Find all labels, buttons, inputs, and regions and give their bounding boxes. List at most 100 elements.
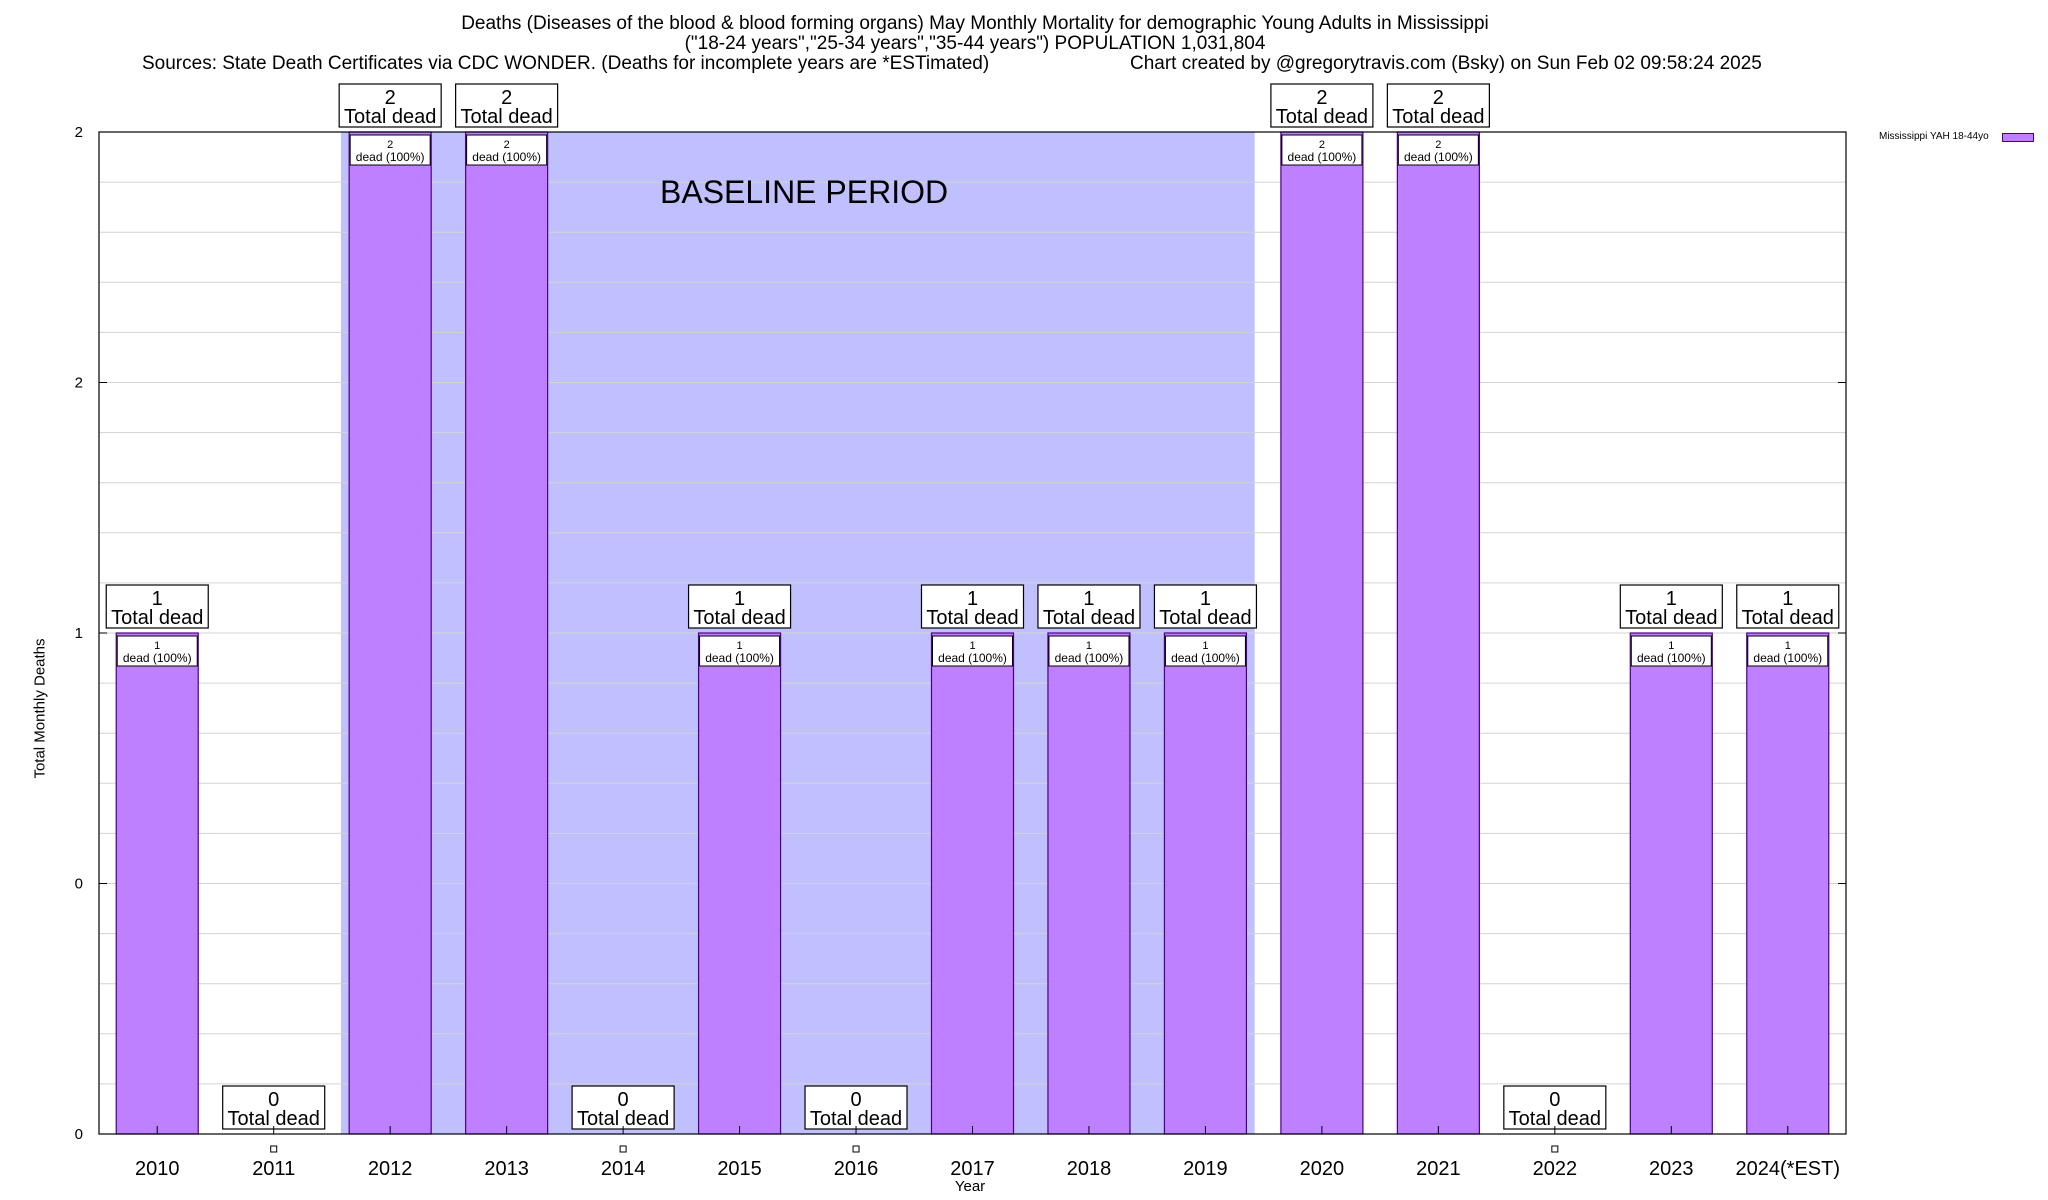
total-label-box [455, 83, 559, 128]
total-label-box [1619, 584, 1723, 629]
total-value: 2 [1316, 87, 1327, 109]
total-value: 0 [1549, 1089, 1560, 1111]
total-value: 1 [967, 588, 978, 610]
x-tick-label: 2024(*EST) [1736, 1158, 1841, 1180]
x-tick-label: 2012 [368, 1158, 413, 1180]
bar [1163, 632, 1248, 1135]
bar-inner-label-box [1747, 635, 1829, 667]
total-label: Total dead [111, 607, 203, 629]
bar-inner-value: 1 [1086, 640, 1092, 652]
total-label-box [338, 83, 442, 128]
bar-inner-value: 1 [1202, 640, 1208, 652]
total-value: 1 [1083, 588, 1094, 610]
bar [930, 632, 1015, 1135]
total-label-box [1736, 584, 1840, 629]
legend-swatch [2002, 133, 2034, 142]
bar-inner-label: dead (100%) [1171, 651, 1240, 665]
y-tick-label: 2 [75, 124, 83, 141]
total-value: 1 [1200, 588, 1211, 610]
bar-inner-label: dead (100%) [705, 651, 774, 665]
total-value: 2 [385, 87, 396, 109]
chart-credit: Chart created by @gregorytravis.com (Bsk… [1130, 53, 1762, 74]
bar-inner-label-box [466, 134, 548, 166]
bar-inner-value: 1 [1668, 640, 1674, 652]
chart-title-line2: ("18-24 years","25-34 years","35-44 year… [684, 33, 1266, 54]
bar [348, 131, 432, 1135]
x-tick-label: 2014 [601, 1158, 646, 1180]
baseline-period-label: BASELINE PERIOD [660, 174, 948, 210]
chart-sources: Sources: State Death Certificates via CD… [142, 53, 990, 74]
legend-label: Mississippi YAH 18-44yo [1879, 131, 1989, 142]
x-tick-label: 2011 [252, 1158, 295, 1180]
bar-inner-label-box [1048, 635, 1130, 667]
x-tick-label: 2015 [717, 1158, 762, 1180]
bar [115, 632, 199, 1135]
total-label: Total dead [1509, 1108, 1601, 1130]
bar [697, 632, 782, 1135]
bar-inner-label-box [1397, 134, 1479, 166]
y-tick-label: 2 [75, 375, 83, 392]
bar-inner-label: dead (100%) [1055, 651, 1124, 665]
bar [1280, 131, 1364, 1135]
zero-marker [1551, 1145, 1559, 1153]
total-label-box [1386, 83, 1490, 128]
total-label-box [804, 1085, 908, 1130]
bar-inner-label-box [116, 635, 198, 667]
bar-inner-value: 2 [504, 139, 510, 151]
total-label: Total dead [1043, 607, 1135, 629]
total-label-box [1037, 584, 1141, 629]
total-value: 1 [152, 588, 163, 610]
plot-border [98, 131, 1847, 1135]
total-label-box [222, 1085, 326, 1130]
bar-inner-label: dead (100%) [938, 651, 1007, 665]
total-label: Total dead [1159, 607, 1251, 629]
total-label: Total dead [1392, 106, 1484, 128]
x-tick-label: 2016 [834, 1158, 879, 1180]
bar-inner-value: 2 [1435, 139, 1441, 151]
x-tick-label: 2018 [1067, 1158, 1112, 1180]
bar-inner-value: 1 [969, 640, 975, 652]
bar-inner-value: 2 [387, 139, 393, 151]
total-value: 0 [268, 1089, 279, 1111]
x-tick-label: 2019 [1183, 1158, 1228, 1180]
bar-inner-value: 1 [154, 640, 160, 652]
bar-inner-label-box [699, 635, 781, 667]
total-label: Total dead [1742, 607, 1834, 629]
bar-inner-label: dead (100%) [1288, 150, 1357, 164]
total-label-box [1153, 584, 1258, 629]
bar-inner-label-box [1630, 635, 1712, 667]
total-label-box [105, 584, 209, 629]
total-label: Total dead [460, 106, 552, 128]
x-tick-label: 2020 [1300, 1158, 1345, 1180]
x-axis-label: Year [954, 1178, 986, 1195]
total-label-box [1503, 1085, 1607, 1130]
total-label-box [687, 584, 792, 629]
bar-inner-label: dead (100%) [356, 150, 425, 164]
y-tick-label: 0 [75, 1126, 83, 1143]
total-value: 1 [1782, 588, 1793, 610]
chart-title-line1: Deaths (Diseases of the blood & blood fo… [461, 13, 1489, 34]
total-label: Total dead [1276, 106, 1368, 128]
zero-marker [270, 1145, 278, 1153]
bar [1629, 632, 1713, 1135]
total-label: Total dead [344, 106, 436, 128]
bar-inner-label-box [349, 134, 431, 166]
total-value: 1 [734, 588, 745, 610]
total-value: 1 [1666, 588, 1677, 610]
bar-inner-label: dead (100%) [1753, 651, 1822, 665]
total-label: Total dead [810, 1108, 902, 1130]
total-value: 0 [850, 1089, 861, 1111]
total-label: Total dead [693, 607, 785, 629]
bar [1047, 632, 1131, 1135]
total-label: Total dead [1625, 607, 1717, 629]
zero-marker [852, 1145, 860, 1153]
bar [1396, 131, 1480, 1135]
total-label: Total dead [577, 1108, 669, 1130]
bar-inner-label-box [932, 635, 1013, 667]
x-tick-label: 2022 [1533, 1158, 1578, 1180]
bar-inner-value: 1 [1785, 640, 1791, 652]
total-label-box [571, 1085, 675, 1130]
bar-inner-label-box [1164, 635, 1246, 667]
bar-inner-label-box [1281, 134, 1363, 166]
total-value: 0 [618, 1089, 629, 1111]
